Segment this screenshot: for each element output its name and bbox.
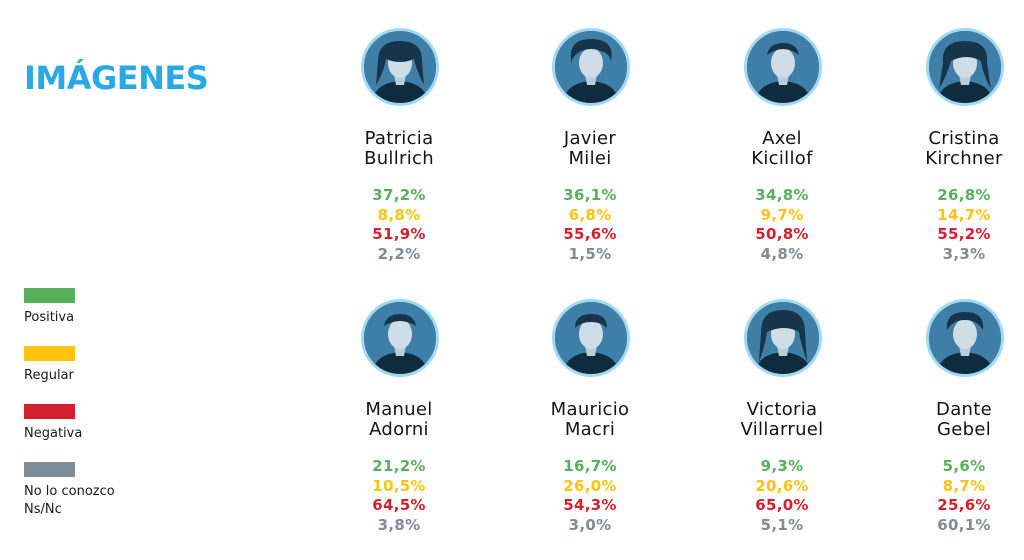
no-lo-conozco-value: 2,2% (377, 244, 421, 263)
candidate-values: 37,2% 8,8% 51,9% 2,2% (307, 186, 491, 264)
legend-label-positiva: Positiva (24, 310, 75, 325)
person-portrait-icon (555, 302, 627, 374)
candidate-name: Patricia Bullrich (364, 128, 434, 169)
person-portrait-icon (747, 31, 819, 103)
candidate-name: Axel Kicillof (751, 128, 813, 169)
legend-swatch-no-lo-conozco (24, 462, 75, 477)
candidate-name: Javier Milei (563, 128, 617, 169)
candidate-portrait (552, 28, 630, 106)
legend-label-regular: Regular (24, 368, 74, 383)
positiva-value: 16,7% (563, 457, 617, 475)
legend-item-positiva: Positiva (24, 288, 184, 327)
no-lo-conozco-value: 4,8% (760, 244, 804, 263)
candidate-portrait (361, 299, 439, 377)
candidate-portrait (926, 299, 1004, 377)
negativa-value: 25,6% (937, 496, 991, 514)
legend-item-no-lo-conozco: No lo conozco Ns/Nc (24, 462, 184, 519)
person-portrait-icon (364, 302, 436, 374)
no-lo-conozco-value: 60,1% (937, 515, 991, 534)
candidate-name: Mauricio Macri (550, 399, 630, 440)
legend-item-negativa: Negativa (24, 404, 184, 443)
candidate-name: Cristina Kirchner (925, 128, 1003, 169)
positiva-value: 9,3% (760, 457, 804, 475)
positiva-value: 26,8% (937, 186, 991, 204)
positiva-value: 5,6% (942, 457, 986, 475)
no-lo-conozco-value: 3,8% (377, 515, 421, 534)
candidate-portrait (361, 28, 439, 106)
candidate-values: 16,7% 26,0% 54,3% 3,0% (498, 457, 682, 535)
candidate-name: Dante Gebel (936, 399, 992, 440)
regular-value: 9,7% (760, 205, 804, 224)
candidate-values: 36,1% 6,8% 55,6% 1,5% (498, 186, 682, 264)
candidate-portrait (744, 28, 822, 106)
candidate-values: 5,6% 8,7% 25,6% 60,1% (872, 457, 1024, 535)
no-lo-conozco-value: 1,5% (568, 244, 612, 263)
negativa-value: 64,5% (372, 496, 426, 514)
candidate-name: Victoria Villarruel (740, 399, 824, 440)
page-title: IMÁGENES (24, 59, 209, 97)
legend-swatch-positiva (24, 288, 75, 303)
negativa-value: 55,2% (937, 225, 991, 243)
candidate-portrait (744, 299, 822, 377)
candidate-name: Manuel Adorni (365, 399, 433, 440)
candidate-values: 21,2% 10,5% 64,5% 3,8% (307, 457, 491, 535)
person-portrait-icon (929, 31, 1001, 103)
negativa-value: 65,0% (755, 496, 809, 514)
person-portrait-icon (747, 302, 819, 374)
candidate-values: 34,8% 9,7% 50,8% 4,8% (690, 186, 874, 264)
legend-swatch-negativa (24, 404, 75, 419)
no-lo-conozco-value: 3,0% (568, 515, 612, 534)
regular-value: 20,6% (755, 476, 809, 495)
negativa-value: 51,9% (372, 225, 426, 243)
positiva-value: 21,2% (372, 457, 426, 475)
no-lo-conozco-value: 5,1% (760, 515, 804, 534)
regular-value: 8,7% (942, 476, 986, 495)
regular-value: 8,8% (377, 205, 421, 224)
candidate-values: 26,8% 14,7% 55,2% 3,3% (872, 186, 1024, 264)
candidate-portrait (926, 28, 1004, 106)
legend-item-regular: Regular (24, 346, 184, 385)
legend-label-negativa: Negativa (24, 426, 83, 441)
person-portrait-icon (929, 302, 1001, 374)
regular-value: 10,5% (372, 476, 426, 495)
negativa-value: 55,6% (563, 225, 617, 243)
regular-value: 6,8% (568, 205, 612, 224)
legend-swatch-regular (24, 346, 75, 361)
positiva-value: 34,8% (755, 186, 809, 204)
positiva-value: 37,2% (372, 186, 426, 204)
legend-label-no-lo-conozco: No lo conozco Ns/Nc (24, 484, 115, 517)
candidate-portrait (552, 299, 630, 377)
regular-value: 26,0% (563, 476, 617, 495)
person-portrait-icon (364, 31, 436, 103)
positiva-value: 36,1% (563, 186, 617, 204)
negativa-value: 50,8% (755, 225, 809, 243)
candidate-values: 9,3% 20,6% 65,0% 5,1% (690, 457, 874, 535)
regular-value: 14,7% (937, 205, 991, 224)
person-portrait-icon (555, 31, 627, 103)
negativa-value: 54,3% (563, 496, 617, 514)
no-lo-conozco-value: 3,3% (942, 244, 986, 263)
